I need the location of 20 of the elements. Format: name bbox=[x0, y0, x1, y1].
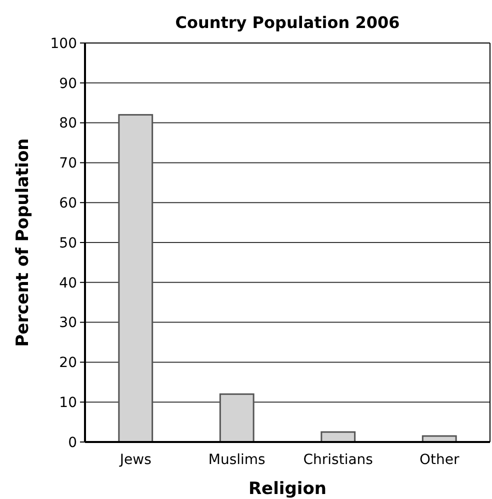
x-tick-label: Jews bbox=[118, 452, 152, 468]
y-tick-label: 0 bbox=[68, 434, 77, 451]
chart-title: Country Population 2006 bbox=[175, 13, 400, 32]
x-tick-label: Other bbox=[419, 452, 460, 468]
x-tick-label: Muslims bbox=[208, 452, 266, 468]
y-tick-label: 10 bbox=[59, 395, 77, 411]
y-tick-label: 40 bbox=[59, 275, 77, 292]
bar bbox=[118, 114, 154, 443]
y-tick-label: 20 bbox=[59, 355, 77, 372]
y-tick-label: 100 bbox=[50, 36, 77, 52]
x-axis-title: Religion bbox=[248, 479, 327, 499]
y-tick-label: 30 bbox=[59, 315, 77, 332]
y-tick-label: 90 bbox=[59, 76, 77, 92]
y-axis-title: Percent of Population bbox=[13, 138, 33, 347]
y-tick-label: 70 bbox=[59, 156, 77, 172]
y-tick-label: 50 bbox=[59, 235, 77, 252]
y-tick-label: 60 bbox=[59, 196, 77, 212]
y-tick-label: 80 bbox=[59, 116, 77, 132]
x-tick-label: Christians bbox=[303, 452, 373, 468]
bar bbox=[219, 393, 254, 443]
